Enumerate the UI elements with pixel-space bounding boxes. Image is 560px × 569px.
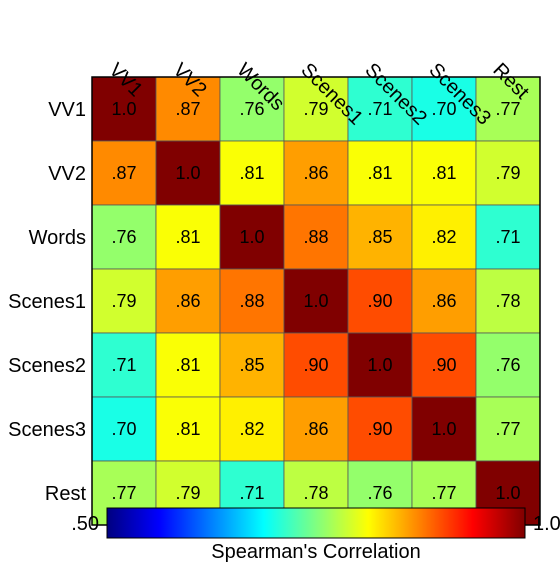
cell-value-label: .76	[239, 99, 264, 119]
y-tick-label: Rest	[45, 483, 87, 505]
y-tick-label: VV2	[48, 163, 86, 185]
heatmap-cell-scenes2-scenes3	[411, 332, 477, 398]
cell-value-label: .86	[175, 291, 200, 311]
heatmap-cell-words-scenes2	[347, 204, 413, 270]
cell-value-label: .77	[495, 419, 520, 439]
cell-value-label: .86	[303, 419, 328, 439]
cell-value-label: .90	[367, 419, 392, 439]
cell-value-label: 1.0	[367, 355, 392, 375]
heatmap-cell-scenes2-rest	[475, 332, 541, 398]
heatmap-cell-scenes1-words	[219, 268, 285, 334]
colorbar-max-label: 1.0	[533, 513, 560, 535]
heatmap-cell-scenes3-words	[219, 396, 285, 462]
cell-value-label: .81	[239, 163, 264, 183]
cell-value-label: .79	[175, 483, 200, 503]
cell-value-label: .87	[111, 163, 136, 183]
cell-value-label: .82	[431, 227, 456, 247]
heatmap-cells: 1.0 .87 .76 .79 .71 .70 .77 .87 1.0 .81 .86 .81 .81.…	[91, 76, 541, 526]
cell-value-label: .82	[239, 419, 264, 439]
heatmap-cell-scenes1-vv2	[155, 268, 221, 334]
y-tick-label: VV1	[48, 99, 86, 121]
heatmap-cell-scenes3-rest	[475, 396, 541, 462]
cell-value-label: .79	[111, 291, 136, 311]
cell-value-label: .90	[303, 355, 328, 375]
heatmap-cell-vv1-vv1	[91, 76, 157, 142]
cell-value-label: .78	[303, 483, 328, 503]
cell-value-label: .85	[367, 227, 392, 247]
heatmap-cell-vv2-words	[219, 140, 285, 206]
heatmap-cell-scenes1-scenes2	[347, 268, 413, 334]
cell-value-label: .81	[431, 163, 456, 183]
cell-value-label: .88	[303, 227, 328, 247]
heatmap-cell-scenes1-scenes3	[411, 268, 477, 334]
cell-value-label: 1.0	[431, 419, 456, 439]
heatmap-cell-words-scenes1	[283, 204, 349, 270]
cell-value-label: 1.0	[111, 99, 136, 119]
heatmap-cell-words-vv1	[91, 204, 157, 270]
cell-value-label: .86	[303, 163, 328, 183]
cell-value-label: .86	[431, 291, 456, 311]
cell-value-label: .71	[239, 483, 264, 503]
heatmap-cell-scenes2-words	[219, 332, 285, 398]
heatmap-cell-scenes1-vv1	[91, 268, 157, 334]
colorbar-title: Spearman's Correlation	[211, 541, 420, 563]
heatmap-cell-scenes2-vv2	[155, 332, 221, 398]
cell-value-label: .76	[111, 227, 136, 247]
y-tick-label: Scenes2	[8, 355, 86, 377]
cell-value-label: .76	[367, 483, 392, 503]
cell-value-label: .78	[495, 291, 520, 311]
cell-value-label: .87	[175, 99, 200, 119]
cell-value-label: .77	[495, 99, 520, 119]
heatmap-cell-words-words	[219, 204, 285, 270]
heatmap-cell-scenes3-scenes2	[347, 396, 413, 462]
heatmap-cell-words-rest	[475, 204, 541, 270]
cell-value-label: 1.0	[495, 483, 520, 503]
cell-value-label: 1.0	[303, 291, 328, 311]
cell-value-label: .77	[431, 483, 456, 503]
cell-value-label: .81	[367, 163, 392, 183]
cell-value-label: 1.0	[175, 163, 200, 183]
cell-value-label: .79	[303, 99, 328, 119]
y-tick-label: Words	[29, 227, 86, 249]
heatmap-cell-scenes3-scenes1	[283, 396, 349, 462]
colorbar	[106, 507, 526, 539]
colorbar-min-label: .50	[71, 513, 99, 535]
cell-value-label: 1.0	[239, 227, 264, 247]
cell-value-label: .88	[239, 291, 264, 311]
heatmap-cell-vv1-vv2	[155, 76, 221, 142]
cell-value-label: .71	[495, 227, 520, 247]
cell-value-label: .70	[111, 419, 136, 439]
cell-value-label: .81	[175, 355, 200, 375]
cell-value-label: .70	[431, 99, 456, 119]
heatmap-cell-vv2-vv1	[91, 140, 157, 206]
cell-value-label: .90	[367, 291, 392, 311]
cell-value-label: .77	[111, 483, 136, 503]
heatmap-cell-vv2-scenes1	[283, 140, 349, 206]
heatmap-cell-scenes1-scenes1	[283, 268, 349, 334]
cell-value-label: .85	[239, 355, 264, 375]
y-tick-label: Scenes1	[8, 291, 86, 313]
heatmap-cell-scenes1-rest	[475, 268, 541, 334]
heatmap-cell-vv2-vv2	[155, 140, 221, 206]
cell-value-label: .79	[495, 163, 520, 183]
heatmap-cell-vv2-scenes3	[411, 140, 477, 206]
cell-value-label: .76	[495, 355, 520, 375]
cell-value-label: .71	[111, 355, 136, 375]
heatmap-cell-scenes2-scenes2	[347, 332, 413, 398]
cell-value-label: .81	[175, 227, 200, 247]
cell-value-label: .71	[367, 99, 392, 119]
cell-value-label: .81	[175, 419, 200, 439]
y-tick-label: Scenes3	[8, 419, 86, 441]
cell-value-label: .90	[431, 355, 456, 375]
